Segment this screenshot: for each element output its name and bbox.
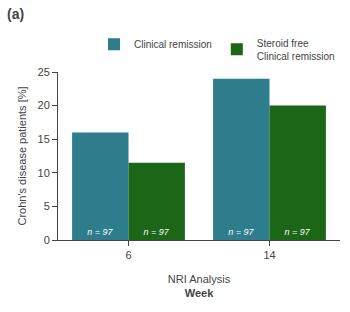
svg-text:15: 15 <box>38 133 50 145</box>
svg-text:Crohn's disease patients [%]: Crohn's disease patients [%] <box>16 86 28 225</box>
svg-text:0: 0 <box>44 234 50 246</box>
svg-text:5: 5 <box>44 200 50 212</box>
svg-text:20: 20 <box>38 99 50 111</box>
svg-text:25: 25 <box>38 66 50 78</box>
svg-text:Steroid freeClinical remission: Steroid freeClinical remission <box>257 38 335 62</box>
svg-text:14: 14 <box>263 249 275 261</box>
svg-text:n = 97: n = 97 <box>87 227 113 237</box>
svg-text:(a): (a) <box>7 6 24 22</box>
svg-text:NRI AnalysisWeek: NRI AnalysisWeek <box>168 273 231 299</box>
svg-text:6: 6 <box>125 249 131 261</box>
svg-text:n = 97: n = 97 <box>144 227 170 237</box>
svg-text:10: 10 <box>38 167 50 179</box>
svg-text:n = 97: n = 97 <box>228 227 254 237</box>
svg-text:n = 97: n = 97 <box>285 227 311 237</box>
svg-text:Clinical remission: Clinical remission <box>134 39 212 50</box>
